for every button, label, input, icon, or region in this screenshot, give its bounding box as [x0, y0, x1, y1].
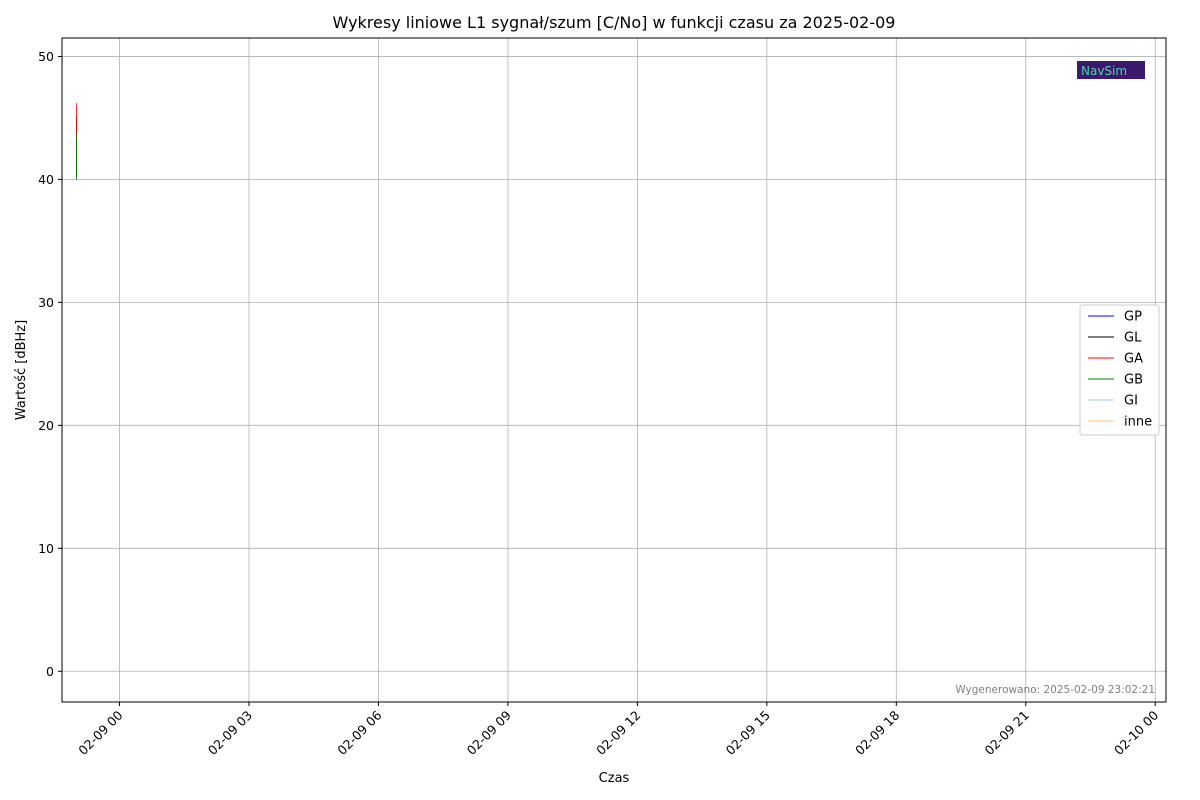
y-tick-label: 10 — [38, 541, 54, 556]
legend-label-inne: inne — [1124, 415, 1152, 430]
y-tick-label: 20 — [38, 418, 54, 433]
logo: NavSim — [1077, 61, 1145, 79]
x-tick-label: 02-09 09 — [464, 707, 514, 757]
x-tick-label: 02-10 00 — [1111, 707, 1161, 757]
y-axis-label: Wartość [dBHz] — [14, 320, 29, 420]
logo-text: NavSim — [1081, 64, 1127, 78]
plot-frame — [61, 37, 1167, 703]
x-tick-label: 02-09 18 — [852, 707, 902, 757]
y-tick-label: 0 — [46, 664, 54, 679]
generated-timestamp: Wygenerowano: 2025-02-09 23:02:21 — [955, 684, 1155, 696]
legend-label-gl: GL — [1124, 331, 1142, 346]
y-tick-label: 30 — [38, 295, 54, 310]
legend-label-gi: GI — [1124, 394, 1138, 409]
legend-label-ga: GA — [1124, 352, 1143, 367]
chart-title: Wykresy liniowe L1 sygnał/szum [C/No] w … — [333, 13, 896, 32]
x-tick-label: 02-09 03 — [205, 708, 255, 758]
x-tick-label: 02-09 15 — [723, 708, 773, 758]
x-axis-label: Czas — [599, 771, 630, 786]
x-tick-label: 02-09 00 — [75, 707, 125, 757]
x-tick-label: 02-09 06 — [334, 707, 384, 757]
x-tick-label: 02-09 12 — [593, 708, 643, 758]
gridlines — [62, 38, 1166, 702]
legend: GP GL GA GB GI inne — [1079, 304, 1160, 436]
ticks: 0 10 20 30 40 50 02-09 00 02-09 03 02-09 06 02-09… — [38, 49, 1161, 758]
y-tick-label: 50 — [38, 49, 54, 64]
y-tick-label: 40 — [38, 172, 54, 187]
legend-label-gp: GP — [1124, 310, 1142, 325]
logo-badge — [1077, 61, 1145, 79]
legend-label-gb: GB — [1124, 373, 1143, 388]
x-tick-label: 02-09 21 — [982, 708, 1032, 758]
